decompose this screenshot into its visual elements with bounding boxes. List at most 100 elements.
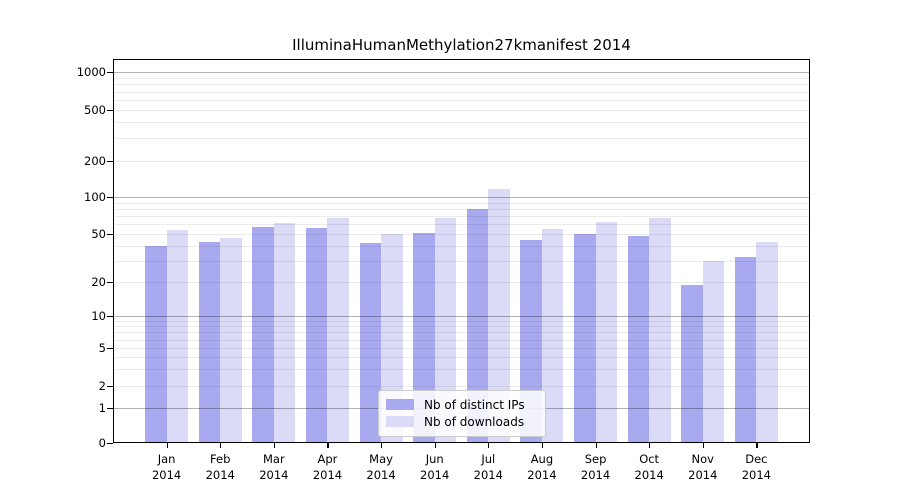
y-tick-label: 200 — [84, 154, 106, 168]
x-tick-mark — [649, 443, 651, 448]
legend-row: Nb of distinct IPs — [386, 396, 537, 413]
x-tick-label-line: 2014 — [259, 468, 289, 482]
legend-swatch-downloads — [386, 416, 414, 427]
x-tick-label-line: May — [369, 452, 393, 466]
bar-downloads-mar — [273, 222, 296, 443]
y-tick-mark — [107, 110, 113, 112]
x-tick-mark — [756, 443, 758, 448]
y-tick-mark — [107, 408, 113, 410]
bar-downloads-sep — [595, 221, 618, 443]
gridline-major — [113, 72, 810, 73]
plot-frame — [113, 59, 810, 443]
y-tick-label: 0 — [98, 436, 106, 450]
gridline-minor — [113, 202, 810, 204]
gridline-minor — [113, 245, 810, 247]
bar-downloads-apr — [327, 217, 349, 443]
x-tick-mark — [381, 443, 383, 448]
bar-ips-jul — [466, 208, 489, 443]
x-tick-label-line: 2014 — [688, 468, 718, 482]
y-tick-label: 10 — [91, 309, 106, 323]
bar-downloads-nov — [702, 260, 725, 443]
x-tick-mark — [273, 443, 276, 448]
gridline-minor — [113, 320, 810, 322]
bar-downloads-jun — [434, 217, 457, 443]
gridline-minor — [113, 348, 810, 349]
bar-downloads-jul — [488, 189, 510, 443]
gridline-minor — [113, 260, 810, 262]
x-tick-label-line: 2014 — [473, 468, 503, 482]
bar-ips-jan — [145, 245, 167, 443]
gridline-major — [113, 197, 810, 198]
x-tick-label: Mar 2014 — [246, 451, 302, 483]
legend-swatch-distinct-ips — [386, 399, 414, 410]
bar-ips-sep — [574, 234, 596, 443]
x-tick-label-line: 2014 — [741, 468, 772, 482]
x-tick-mark — [220, 443, 222, 448]
x-tick-label: Jan 2014 — [139, 451, 195, 483]
x-tick-mark — [166, 443, 168, 448]
x-tick-label-line: Mar — [262, 452, 285, 466]
gridlines-layer — [113, 59, 810, 443]
x-tick-label-line: 2014 — [634, 468, 664, 482]
x-tick-label: Dec 2014 — [728, 451, 784, 483]
gridline-minor — [113, 84, 810, 86]
bar-downloads-oct — [649, 218, 671, 443]
y-tick-label: 2 — [98, 379, 106, 393]
y-tick-mark — [107, 161, 113, 163]
x-tick-label: Jul 2014 — [460, 451, 516, 483]
x-tick-label-line: Jan — [157, 452, 176, 466]
x-tick-label-line: Jul — [481, 452, 496, 466]
x-tick-mark — [488, 443, 490, 448]
x-tick-label-line: Nov — [691, 452, 714, 466]
x-tick-label: Feb 2014 — [192, 451, 248, 483]
gridline-minor — [113, 224, 810, 226]
x-tick-label-line: Apr — [317, 452, 338, 466]
bar-downloads-jan — [166, 229, 189, 443]
gridline-minor — [113, 91, 810, 93]
gridline-minor — [113, 161, 810, 162]
gridline-minor — [113, 332, 810, 334]
bar-ips-oct — [627, 236, 650, 443]
x-tick-mark — [434, 443, 436, 448]
x-tick-label-line: 2014 — [151, 468, 182, 482]
x-tick-mark — [541, 443, 544, 448]
x-tick-label-line: 2014 — [366, 468, 396, 482]
x-tick-mark — [595, 443, 597, 448]
y-tick-mark — [107, 386, 113, 388]
x-tick-label-line: 2014 — [420, 468, 450, 482]
legend-label-distinct-ips: Nb of distinct IPs — [424, 397, 525, 412]
x-tick-label: Apr 2014 — [299, 451, 355, 483]
bar-ips-mar — [252, 227, 274, 443]
plot-area — [113, 59, 810, 443]
bar-ips-nov — [681, 284, 703, 443]
y-tick-label: 50 — [91, 227, 106, 241]
gridline-minor — [113, 234, 810, 235]
y-tick-label: 500 — [84, 103, 106, 117]
x-tick-label: Jun 2014 — [407, 451, 463, 483]
legend-row: Nb of downloads — [386, 413, 537, 430]
y-tick-mark — [107, 348, 113, 350]
y-tick-label: 5 — [98, 341, 106, 355]
x-tick-label-line: Feb — [210, 452, 231, 466]
x-tick-label: May 2014 — [353, 451, 409, 483]
bar-ips-apr — [305, 227, 328, 443]
y-tick-label: 100 — [84, 190, 106, 204]
y-tick-label: 20 — [91, 275, 106, 289]
gridline-minor — [113, 216, 810, 218]
gridline-major — [113, 316, 810, 317]
bar-downloads-feb — [220, 238, 242, 443]
y-tick-label: 1000 — [76, 65, 106, 79]
gridline-minor — [113, 100, 810, 101]
gridline-minor — [113, 339, 810, 341]
gridline-minor — [113, 369, 810, 371]
gridline-minor — [113, 357, 810, 359]
x-tick-label-line: Aug — [530, 452, 554, 466]
bar-downloads-aug — [541, 228, 564, 443]
gridline-minor — [113, 77, 810, 79]
x-tick-mark — [327, 443, 329, 448]
x-tick-label: Aug 2014 — [514, 451, 570, 483]
bar-ips-dec — [734, 257, 757, 443]
y-tick-mark — [107, 316, 113, 318]
x-tick-mark — [702, 443, 704, 448]
